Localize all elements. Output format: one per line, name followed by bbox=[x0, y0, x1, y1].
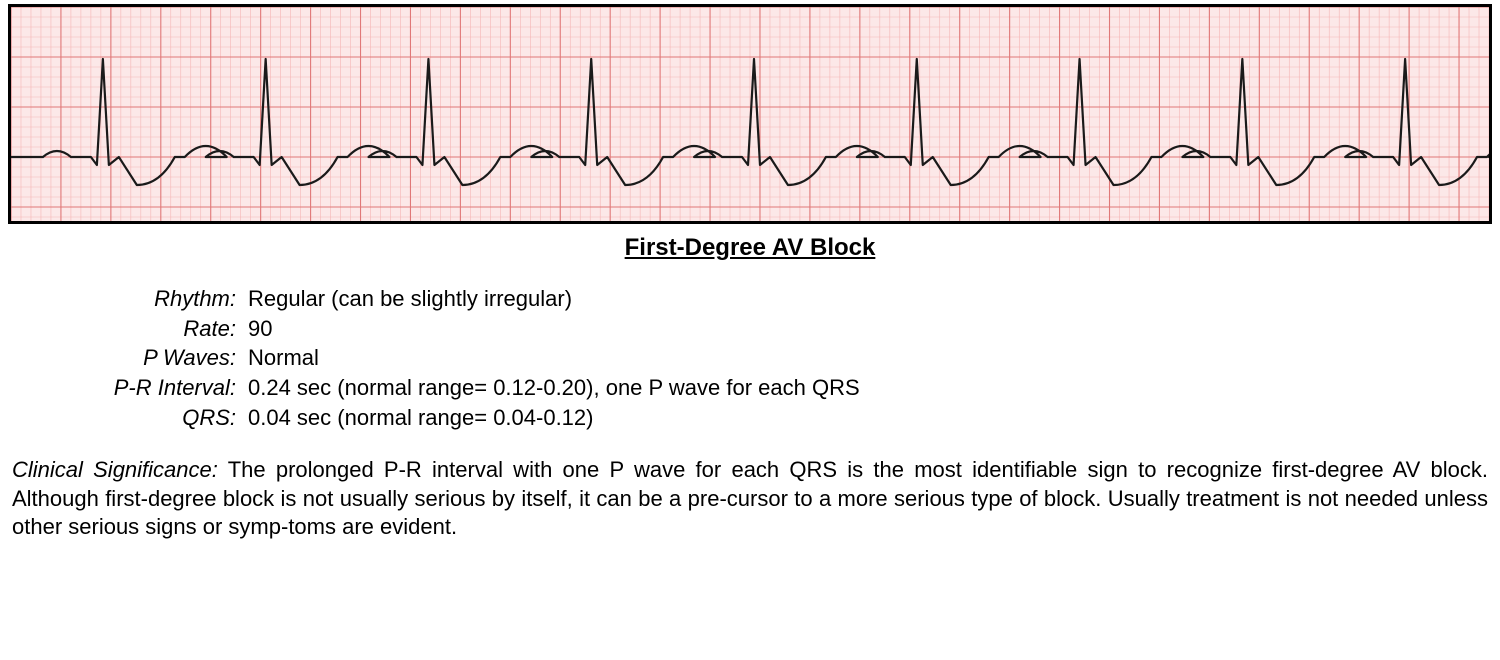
param-qrs: QRS: 0.04 sec (normal range= 0.04-0.12) bbox=[48, 403, 1492, 433]
clinical-significance: Clinical Significance: The prolonged P-R… bbox=[12, 456, 1488, 540]
pr-label: P-R Interval: bbox=[48, 373, 248, 403]
rhythm-value: Regular (can be slightly irregular) bbox=[248, 284, 1492, 314]
param-rate: Rate: 90 bbox=[48, 314, 1492, 344]
param-rhythm: Rhythm: Regular (can be slightly irregul… bbox=[48, 284, 1492, 314]
param-pr: P-R Interval: 0.24 sec (normal range= 0.… bbox=[48, 373, 1492, 403]
pwaves-value: Normal bbox=[248, 343, 1492, 373]
rate-label: Rate: bbox=[48, 314, 248, 344]
rhythm-label: Rhythm: bbox=[48, 284, 248, 314]
clinical-label: Clinical Significance: bbox=[12, 457, 218, 482]
rate-value: 90 bbox=[248, 314, 1492, 344]
qrs-label: QRS: bbox=[48, 403, 248, 433]
qrs-value: 0.04 sec (normal range= 0.04-0.12) bbox=[248, 403, 1492, 433]
pwaves-label: P Waves: bbox=[48, 343, 248, 373]
clinical-text: The prolonged P-R interval with one P wa… bbox=[12, 457, 1488, 538]
ecg-strip bbox=[8, 4, 1492, 224]
parameters-block: Rhythm: Regular (can be slightly irregul… bbox=[48, 284, 1492, 432]
param-pwaves: P Waves: Normal bbox=[48, 343, 1492, 373]
pr-value: 0.24 sec (normal range= 0.12-0.20), one … bbox=[248, 373, 1492, 403]
diagnosis-title: First-Degree AV Block bbox=[8, 234, 1492, 262]
